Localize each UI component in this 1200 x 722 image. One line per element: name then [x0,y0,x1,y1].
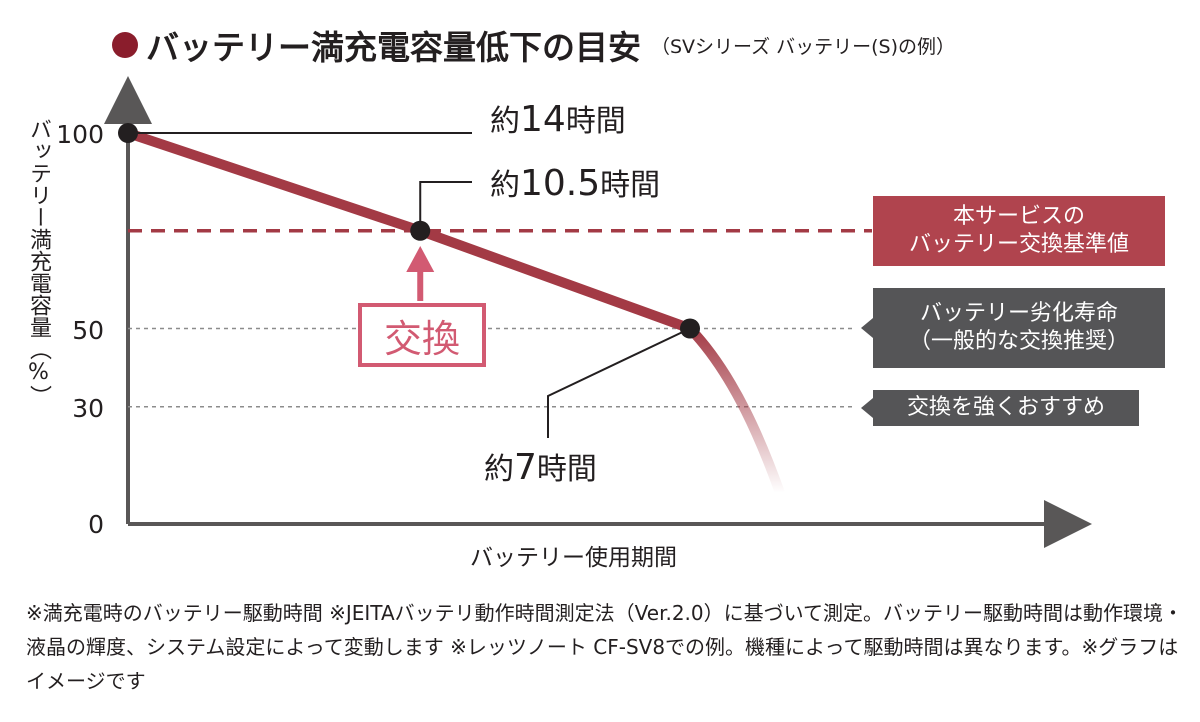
annotation-14h: 約14時間 [490,99,626,140]
axes [104,76,1092,548]
service-threshold-box: 本サービスの バッテリー交換基準値 [873,196,1165,266]
box-pointer-icon [861,398,873,418]
y-tick-label: 0 [88,510,104,539]
reference-lines [128,229,872,408]
leader-10-5h [419,181,472,231]
y-tick-label: 100 [56,120,104,149]
box-pointer-icon [861,318,873,338]
title-sub: （SVシリーズ バッテリー(S)の例） [651,35,956,58]
x-axis-label: バッテリー使用期間 [470,545,677,571]
annotation-10-5h: 約10.5時間 [490,163,661,204]
bullet-dot-icon [112,32,138,58]
annotation-7h: 約7時間 [484,447,597,488]
degradation-box: バッテリー劣化寿命 （一般的な交換推奨） [873,288,1165,368]
strongly-recommend-box: 交換を強くおすすめ [873,390,1139,426]
leader-7h [547,327,691,438]
title-main: バッテリー満充電容量低下の目安 [146,28,641,67]
data-markers [118,123,700,339]
y-axis-label: バッテリー満充電容量（%） [26,118,51,407]
data-marker-1 [410,220,431,241]
chart-title: バッテリー満充電容量低下の目安 （SVシリーズ バッテリー(S)の例） [112,20,955,70]
footnote: ※満充電時のバッテリー駆動時間 ※JEITAバッテリ動作時間測定法（Ver.2.… [26,601,1184,693]
curve-tail [686,325,785,495]
arrow-head [406,246,435,272]
y-tick-label: 30 [72,394,104,423]
replace-arrow-icon [406,246,435,301]
replace-label: 交換 [358,303,486,367]
leader-lines [128,132,691,438]
data-marker-0 [118,123,138,143]
data-marker-2 [680,318,700,339]
y-tick-label: 50 [72,316,104,345]
